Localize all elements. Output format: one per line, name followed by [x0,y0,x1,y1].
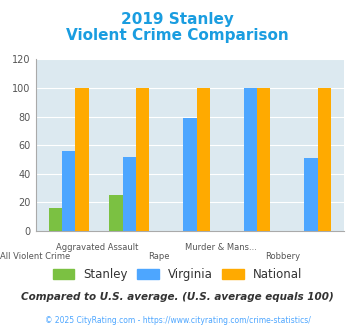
Bar [109,195,123,231]
Text: 2019 Stanley: 2019 Stanley [121,12,234,26]
Bar [136,88,149,231]
Text: © 2025 CityRating.com - https://www.cityrating.com/crime-statistics/: © 2025 CityRating.com - https://www.city… [45,316,310,325]
Bar [76,88,89,231]
Text: Compared to U.S. average. (U.S. average equals 100): Compared to U.S. average. (U.S. average … [21,292,334,302]
Bar [49,208,62,231]
Bar [197,88,210,231]
Text: Murder & Mans...: Murder & Mans... [185,243,257,251]
Bar [62,151,76,231]
Bar [304,158,318,231]
Legend: Stanley, Virginia, National: Stanley, Virginia, National [48,263,307,286]
Bar [183,118,197,231]
Bar [318,88,331,231]
Text: Robbery: Robbery [265,252,300,261]
Text: Rape: Rape [148,252,170,261]
Text: All Violent Crime: All Violent Crime [0,252,71,261]
Bar [257,88,271,231]
Bar [123,157,136,231]
Bar [244,88,257,231]
Text: Violent Crime Comparison: Violent Crime Comparison [66,28,289,43]
Text: Aggravated Assault: Aggravated Assault [56,243,138,251]
